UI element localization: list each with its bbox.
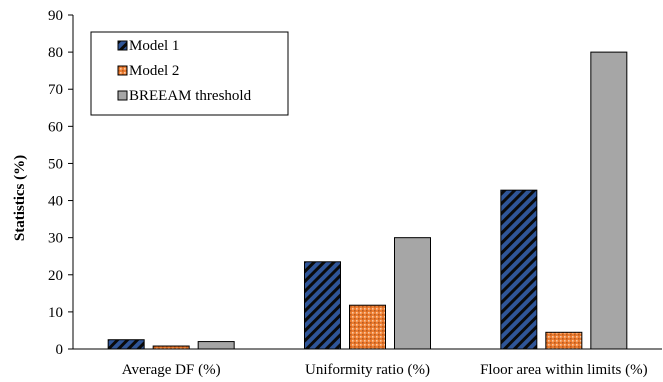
y-axis-label: Statistics (%) [12,155,28,241]
legend-swatch [117,40,128,51]
y-tick-label: 90 [48,8,63,24]
bar-model-1-3 [500,189,538,350]
bar-model-2-2 [349,304,386,350]
bar-model-1-2 [304,261,341,350]
x-tick-label: Average DF (%) [122,362,221,378]
bar-breeam-threshold-3 [590,51,628,350]
legend-label: Model 1 [129,38,179,54]
legend-swatch [117,90,128,101]
x-axis-labels: Average DF (%) Uniformity ratio (%) Floor … [122,362,648,378]
y-tick-label: 60 [48,119,63,135]
legend-label: BREEAM threshold [129,88,252,104]
y-tick-label: 80 [48,45,63,61]
x-tick-label: Uniformity ratio (%) [305,362,430,378]
y-tick-label: 50 [48,156,63,172]
legend-swatch [117,65,128,76]
y-tick-label: 0 [56,342,64,358]
bars [107,51,628,350]
bar-breeam-threshold-1 [197,341,235,350]
legend-label: Model 2 [129,63,179,79]
y-axis: 0 10 20 30 40 50 60 70 80 90 [48,8,73,358]
bar-breeam-threshold-2 [394,237,431,350]
y-tick-label: 70 [48,82,63,98]
y-tick-label: 10 [48,305,63,321]
y-tick-label: 40 [48,194,63,210]
x-tick-label: Floor area within limits (%) [480,362,647,378]
legend: Model 1 Model 2 BREEAM threshold [90,31,289,116]
bar-model-1-1 [107,339,145,350]
y-tick-label: 20 [48,268,63,284]
bar-model-2-3 [545,331,583,350]
y-tick-label: 30 [48,231,63,247]
